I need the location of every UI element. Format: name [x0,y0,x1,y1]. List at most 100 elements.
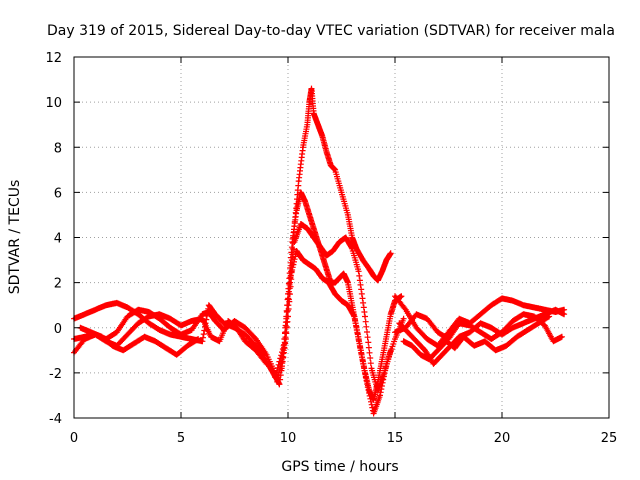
data-point [505,344,508,347]
data-point [479,331,482,334]
data-point [368,267,371,271]
data-point [132,342,136,345]
data-point [393,331,397,334]
data-point [436,331,439,334]
data-point [190,319,193,323]
data-point [301,258,305,262]
data-point [169,317,172,320]
data-point [233,319,236,323]
data-point [158,328,161,332]
series-points-track-4 [77,324,202,358]
data-point [447,337,450,341]
y-tick-label: 12 [45,51,62,66]
data-point [547,315,551,318]
data-point [500,297,504,300]
data-point [297,179,300,183]
data-point [423,349,427,352]
data-point [254,349,258,352]
data-point [325,267,328,271]
data-point [286,315,290,318]
data-point [147,315,151,318]
data-point [235,326,238,329]
data-point [226,319,230,323]
data-point [425,337,429,341]
data-point [126,306,129,309]
series-track-4 [77,324,202,358]
data-point [158,317,161,320]
data-point [338,276,341,280]
data-point [214,313,217,316]
data-point [318,245,322,248]
data-point [415,313,418,316]
data-point [458,322,461,325]
data-point [147,322,151,325]
data-point [126,315,129,318]
y-tick-label: 8 [54,141,62,156]
data-point [447,331,450,334]
data-point [333,281,337,284]
data-point [254,337,258,341]
x-tick-label: 20 [494,431,511,446]
series-track-5 [276,85,394,388]
series-track-10 [396,306,568,367]
data-point [306,227,309,230]
data-point [312,227,315,230]
data-point [372,412,375,415]
data-point [79,326,82,329]
data-point [385,335,388,338]
y-axis-label: SDTVAR / TECUs [7,180,23,295]
y-tick-label: 4 [54,232,62,247]
data-point [190,328,193,332]
data-point [468,324,472,327]
data-point [376,279,380,282]
y-tick-label: 2 [54,277,62,292]
data-point [89,331,93,334]
data-point [385,258,388,262]
data-point [554,308,557,311]
data-point [338,240,341,244]
series-track-8 [278,221,394,394]
data-point [346,213,350,217]
data-point [560,335,564,338]
data-point [389,313,392,316]
x-tick-label: 0 [70,431,78,446]
data-point [301,146,305,149]
data-point [353,315,356,318]
data-point [218,340,221,343]
data-point [115,301,119,305]
data-point [479,313,482,316]
data-point [186,344,189,347]
y-tick-label: -2 [49,367,62,382]
data-point [425,317,429,320]
axis-ticks [73,56,610,419]
data-point [207,303,211,307]
data-point [201,313,204,316]
data-point [265,353,268,357]
series-points-track-8 [278,221,394,394]
data-point [346,281,350,284]
data-point [526,328,529,332]
data-point [380,270,384,273]
data-point [404,326,407,329]
data-point [158,313,161,316]
data-point [280,367,283,370]
data-point [500,331,504,334]
grid [74,57,609,418]
data-point [393,294,397,298]
data-point [137,308,140,311]
data-point [126,333,129,336]
data-point [122,349,125,352]
data-point [410,344,414,347]
data-point [244,333,247,336]
data-point [351,236,354,239]
data-point [365,382,369,386]
data-point [340,191,343,194]
data-point [472,344,476,347]
data-point [265,362,268,366]
data-point [94,308,97,311]
data-point [511,326,514,329]
data-point [532,315,536,318]
data-point [432,362,435,366]
data-point [522,303,525,307]
